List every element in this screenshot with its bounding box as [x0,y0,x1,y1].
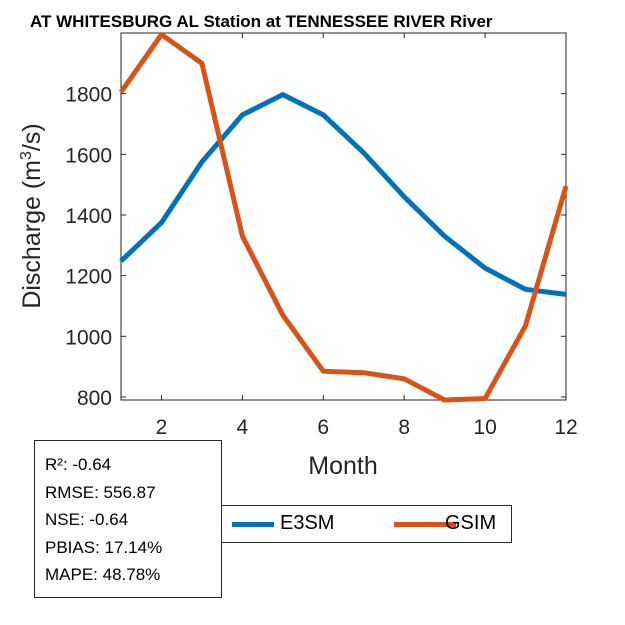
y-tick-label: 1000 [65,326,112,349]
y-axis-label-tail: /s) [18,123,46,151]
y-tick-label: 1600 [65,144,112,167]
legend-line-gsim [394,522,456,527]
stat-pbias: PBIAS: 17.14% [45,537,163,557]
y-tick-label: 1200 [65,266,112,289]
x-tick-label: 8 [398,416,410,439]
legend: E3SM GSIM [222,505,512,543]
stats-box: R²: -0.64 RMSE: 556.87 NSE: -0.64 PBIAS:… [34,440,222,598]
y-axis-label-main: Discharge (m [18,160,46,309]
x-tick-label: 10 [473,416,496,439]
stat-rmse: RMSE: 556.87 [45,482,156,502]
x-tick-label: 2 [156,416,168,439]
x-tick-label: 12 [554,416,577,439]
y-tick-label: 1400 [65,205,112,228]
y-tick-label: 800 [77,387,112,410]
stat-mape: MAPE: 48.78% [45,565,161,584]
legend-label-e3sm: E3SM [280,512,335,534]
series-line-e3sm [119,92,567,297]
legend-label-gsim: GSIM [445,512,497,534]
legend-line-e3sm [232,522,274,527]
y-axis-label-sup: 3 [18,151,35,160]
x-tick-label: 4 [237,416,249,439]
plot-frame [120,32,567,401]
stat-nse: NSE: -0.64 [45,510,129,529]
x-axis-label: Month [308,452,377,480]
series-line-gsim [118,32,569,403]
y-tick-label: 1800 [65,84,112,107]
stat-r2: R²: -0.64 [45,455,112,474]
chart-title: AT WHITESBURG AL Station at TENNESSEE RI… [30,12,493,31]
x-tick-label: 6 [317,416,329,439]
y-axis-label: Discharge (m3/s) [18,123,46,308]
